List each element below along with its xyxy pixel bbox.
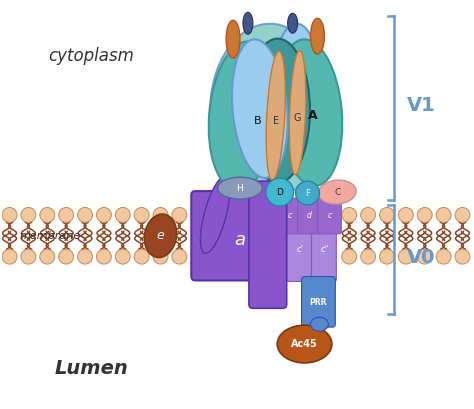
Circle shape [134,207,149,222]
Text: a: a [235,231,246,249]
Circle shape [436,249,451,264]
Text: Lumen: Lumen [54,360,128,378]
Circle shape [59,249,73,264]
Circle shape [78,249,92,264]
Text: c: c [327,211,331,220]
Ellipse shape [209,41,277,190]
Text: PRR: PRR [310,298,327,307]
Ellipse shape [246,38,310,183]
Ellipse shape [145,214,177,258]
Circle shape [436,207,451,222]
Circle shape [40,249,55,264]
Ellipse shape [266,51,285,180]
Circle shape [97,207,111,222]
Circle shape [115,249,130,264]
Circle shape [361,207,375,222]
Text: c": c" [320,245,328,254]
Circle shape [40,207,55,222]
Text: Ac45: Ac45 [291,339,318,349]
Text: B: B [291,106,299,116]
FancyBboxPatch shape [301,276,335,327]
Circle shape [380,249,394,264]
Circle shape [21,207,36,222]
Text: c: c [288,211,292,220]
FancyBboxPatch shape [278,198,301,234]
Text: F: F [305,189,310,198]
Ellipse shape [288,13,298,33]
Circle shape [417,249,432,264]
Circle shape [342,249,356,264]
FancyBboxPatch shape [311,203,337,281]
Ellipse shape [210,24,329,198]
Text: G: G [294,112,301,123]
Text: D: D [276,188,283,197]
Circle shape [134,249,149,264]
Ellipse shape [269,24,320,168]
Circle shape [398,207,413,222]
Text: A: A [235,112,245,125]
Circle shape [21,249,36,264]
Circle shape [361,249,375,264]
Circle shape [172,249,187,264]
Text: V0: V0 [407,248,435,267]
Circle shape [2,207,17,222]
Ellipse shape [243,12,253,34]
Text: V1: V1 [407,96,436,115]
Ellipse shape [218,177,262,199]
FancyBboxPatch shape [287,203,311,281]
Circle shape [455,249,470,264]
Circle shape [417,207,432,222]
Ellipse shape [232,39,288,178]
Text: membrane: membrane [19,231,81,241]
Text: A: A [308,109,317,122]
Circle shape [78,207,92,222]
Circle shape [59,207,73,222]
Circle shape [2,249,17,264]
Circle shape [380,207,394,222]
Circle shape [455,207,470,222]
Text: c': c' [296,245,303,254]
Text: B: B [254,116,262,126]
FancyBboxPatch shape [249,181,287,308]
Text: e: e [156,229,164,242]
Text: C: C [334,188,340,197]
Text: cytoplasm: cytoplasm [48,47,134,65]
Ellipse shape [201,176,230,254]
Circle shape [153,249,168,264]
Circle shape [97,249,111,264]
Circle shape [342,207,356,222]
Text: d: d [307,211,312,220]
Text: H: H [237,184,243,193]
FancyBboxPatch shape [191,191,289,281]
Circle shape [115,207,130,222]
Circle shape [266,178,293,206]
Ellipse shape [277,39,342,186]
FancyBboxPatch shape [318,198,341,234]
Circle shape [398,249,413,264]
Ellipse shape [289,51,306,175]
Ellipse shape [226,20,240,58]
Circle shape [172,207,187,222]
FancyBboxPatch shape [298,198,321,234]
Ellipse shape [277,325,332,363]
Ellipse shape [310,317,328,331]
Ellipse shape [310,18,324,54]
Text: E: E [273,116,279,126]
Ellipse shape [319,180,356,204]
Circle shape [153,207,168,222]
Circle shape [296,181,319,205]
